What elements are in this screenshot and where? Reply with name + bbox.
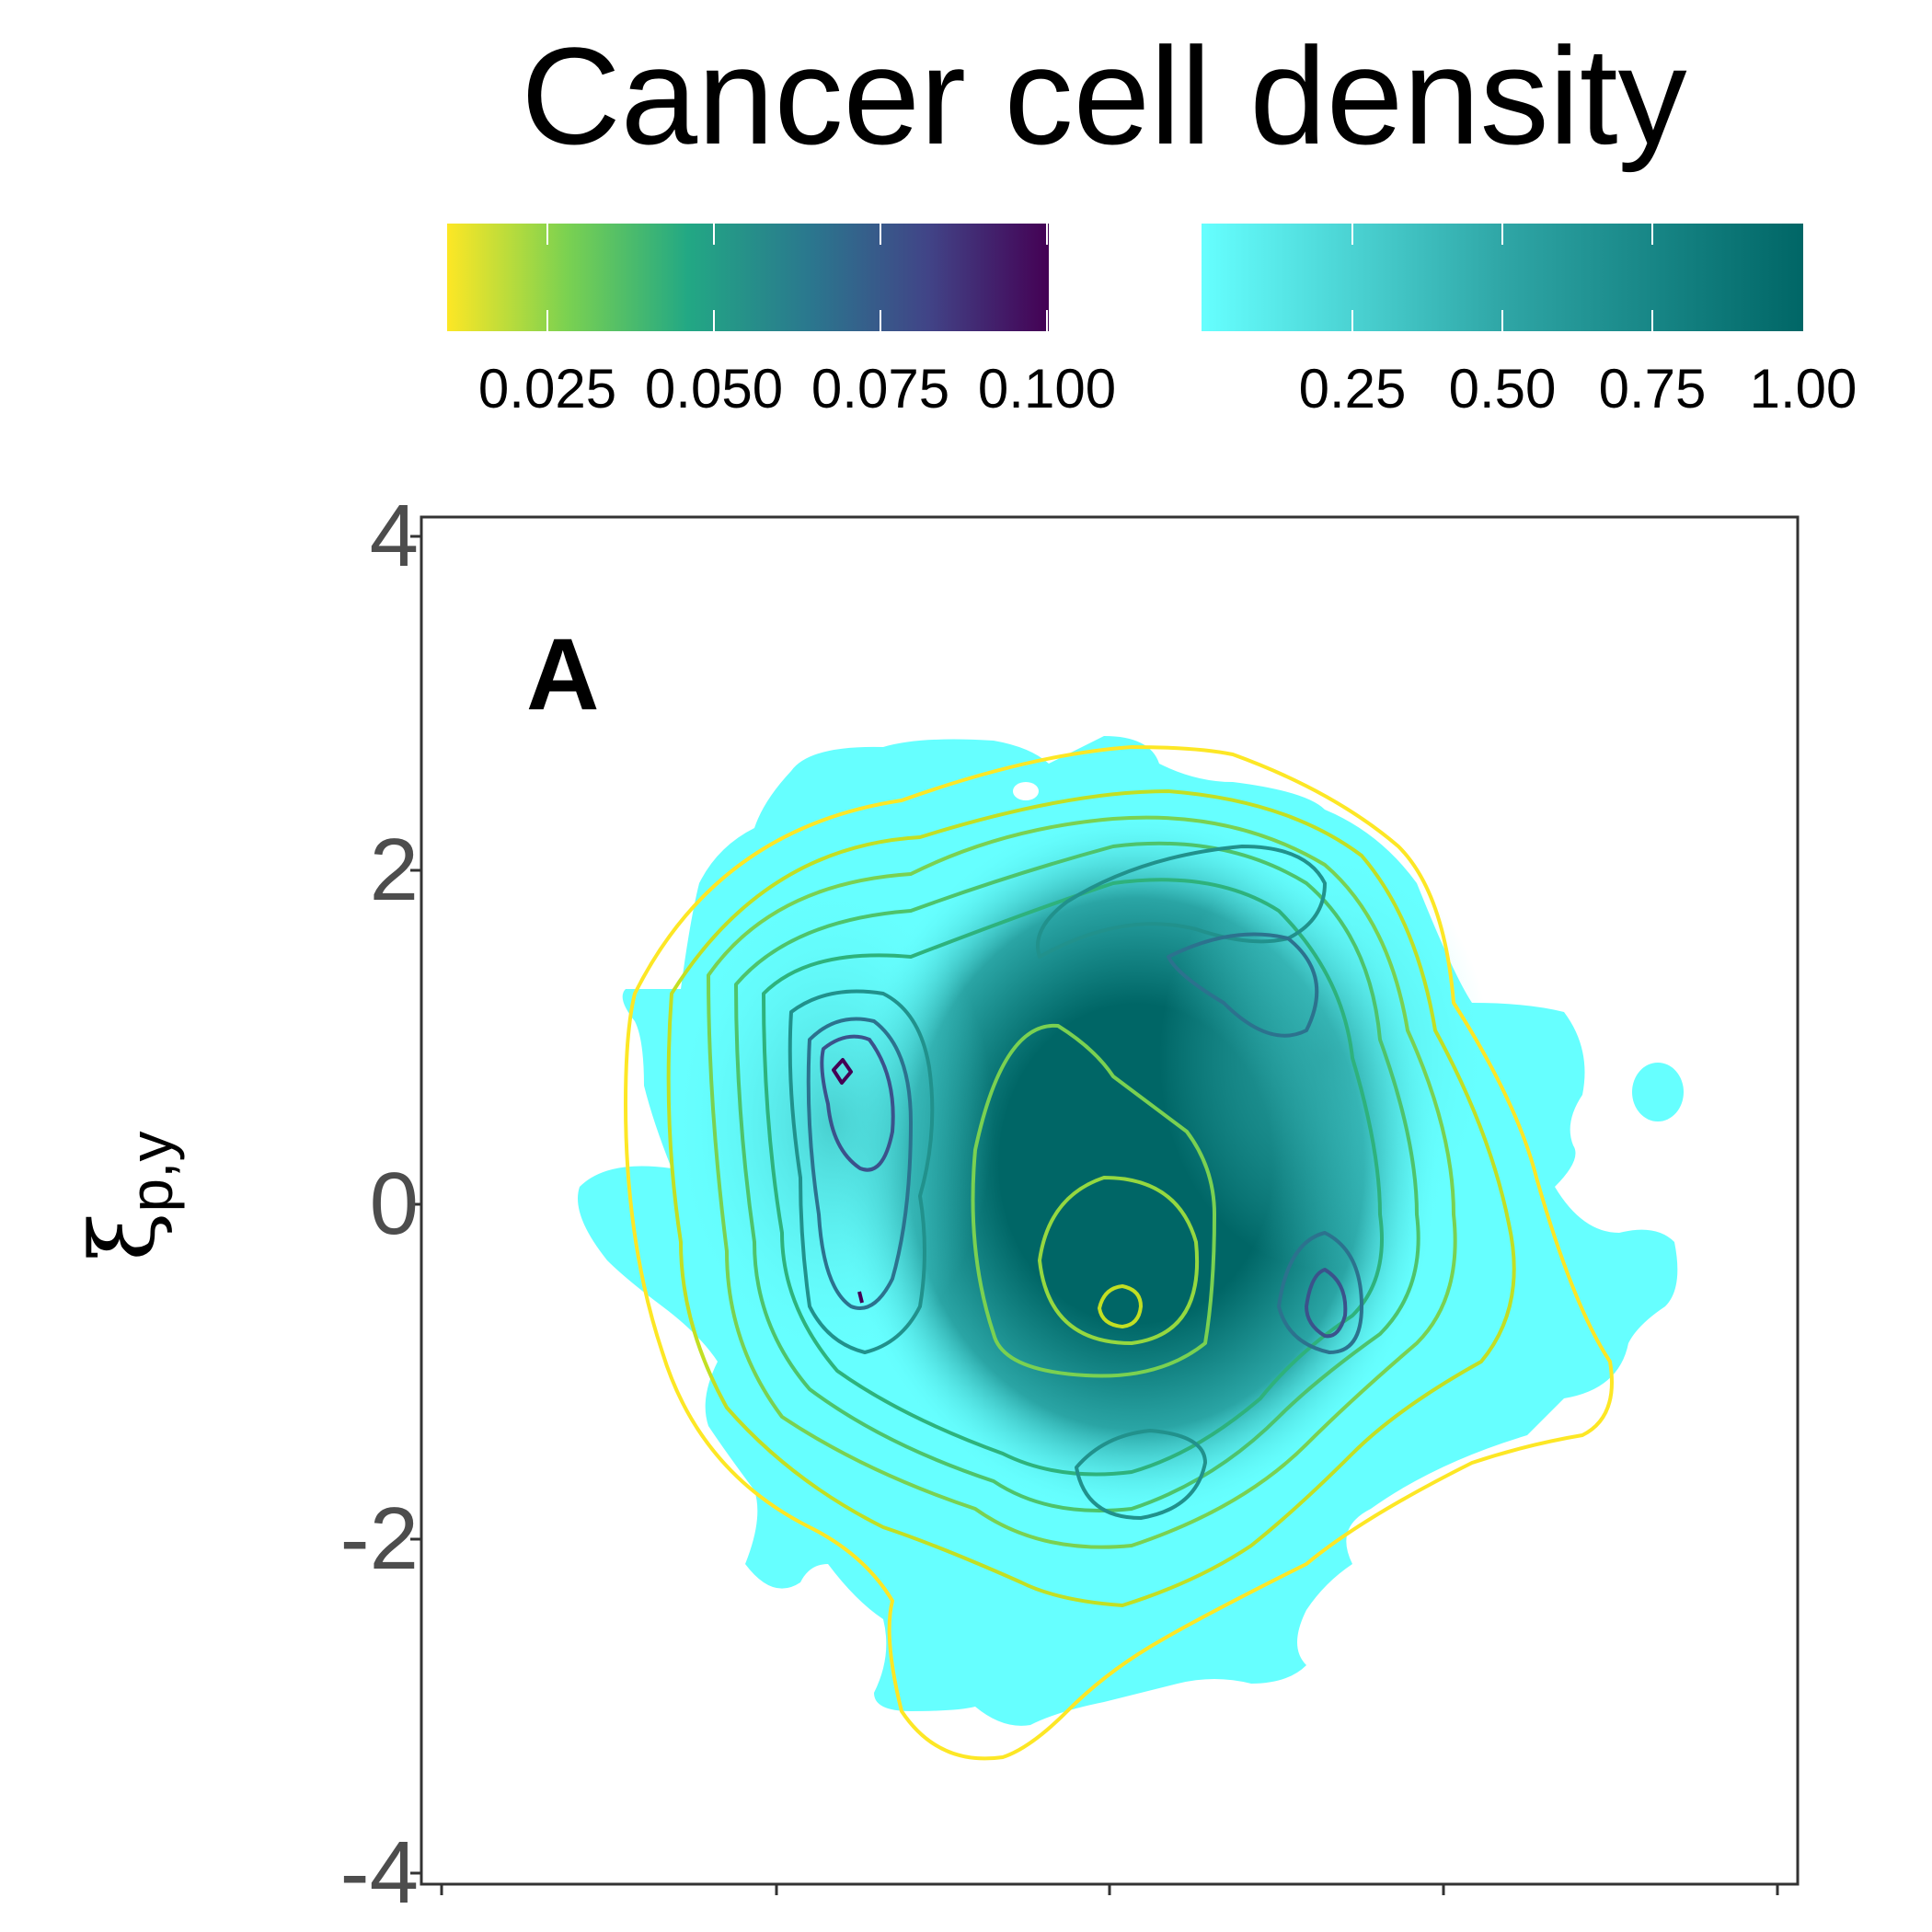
panel-label: A	[526, 618, 600, 731]
x-axis-ticks	[440, 1884, 1779, 1895]
contour-line	[832, 1058, 853, 1085]
density-fill-right	[1159, 846, 1490, 1270]
contour-line	[1036, 845, 1327, 959]
contour-line	[707, 815, 1457, 1549]
contour-line	[788, 989, 935, 1354]
y-tick-label: 0	[369, 1155, 419, 1253]
legend1-ticks	[546, 224, 1048, 331]
y-tick-label: -4	[339, 1823, 419, 1922]
contour-line	[1098, 1284, 1143, 1328]
contour-line	[857, 1291, 864, 1304]
legend1-tick-label: 0.025	[477, 358, 617, 420]
legend1-tick-label: 0.100	[977, 358, 1117, 420]
contour-line	[1167, 932, 1319, 1038]
contour-line	[1038, 1176, 1200, 1345]
density-fill-hole	[1013, 782, 1039, 800]
legend2-tick-label: 0.25	[1298, 358, 1407, 420]
legend2-tick-label: 0.75	[1598, 358, 1707, 420]
y-axis-label: ξp,y	[71, 1131, 186, 1261]
contour-line	[1305, 1268, 1348, 1339]
contour-line	[666, 789, 1516, 1607]
legend2-ticks	[1351, 224, 1653, 331]
contour-line	[806, 1017, 913, 1310]
y-tick-label: 4	[369, 487, 419, 585]
legend1-tick-label: 0.050	[644, 358, 784, 420]
contour-line	[1075, 1429, 1207, 1520]
contour-line	[820, 1034, 895, 1172]
y-tick-label: -2	[339, 1489, 419, 1588]
y-axis-ticks	[410, 535, 421, 1875]
legend2-tick-label: 0.50	[1448, 358, 1557, 420]
legend2-tick-label: 1.00	[1749, 358, 1857, 420]
contour-line	[1277, 1231, 1363, 1354]
density-fill-speck	[1632, 1063, 1684, 1121]
contour-line	[762, 878, 1384, 1477]
contour-line	[624, 745, 1614, 1761]
legend1-colorbar	[447, 224, 1049, 331]
legend1-tick-label: 0.075	[811, 358, 950, 420]
y-axis-label-subscript: p,y	[117, 1131, 186, 1213]
contour-line	[734, 841, 1420, 1512]
y-tick-label: 2	[369, 821, 419, 919]
contour-line	[971, 1023, 1216, 1378]
chart-title: Cancer cell density	[521, 18, 1687, 173]
